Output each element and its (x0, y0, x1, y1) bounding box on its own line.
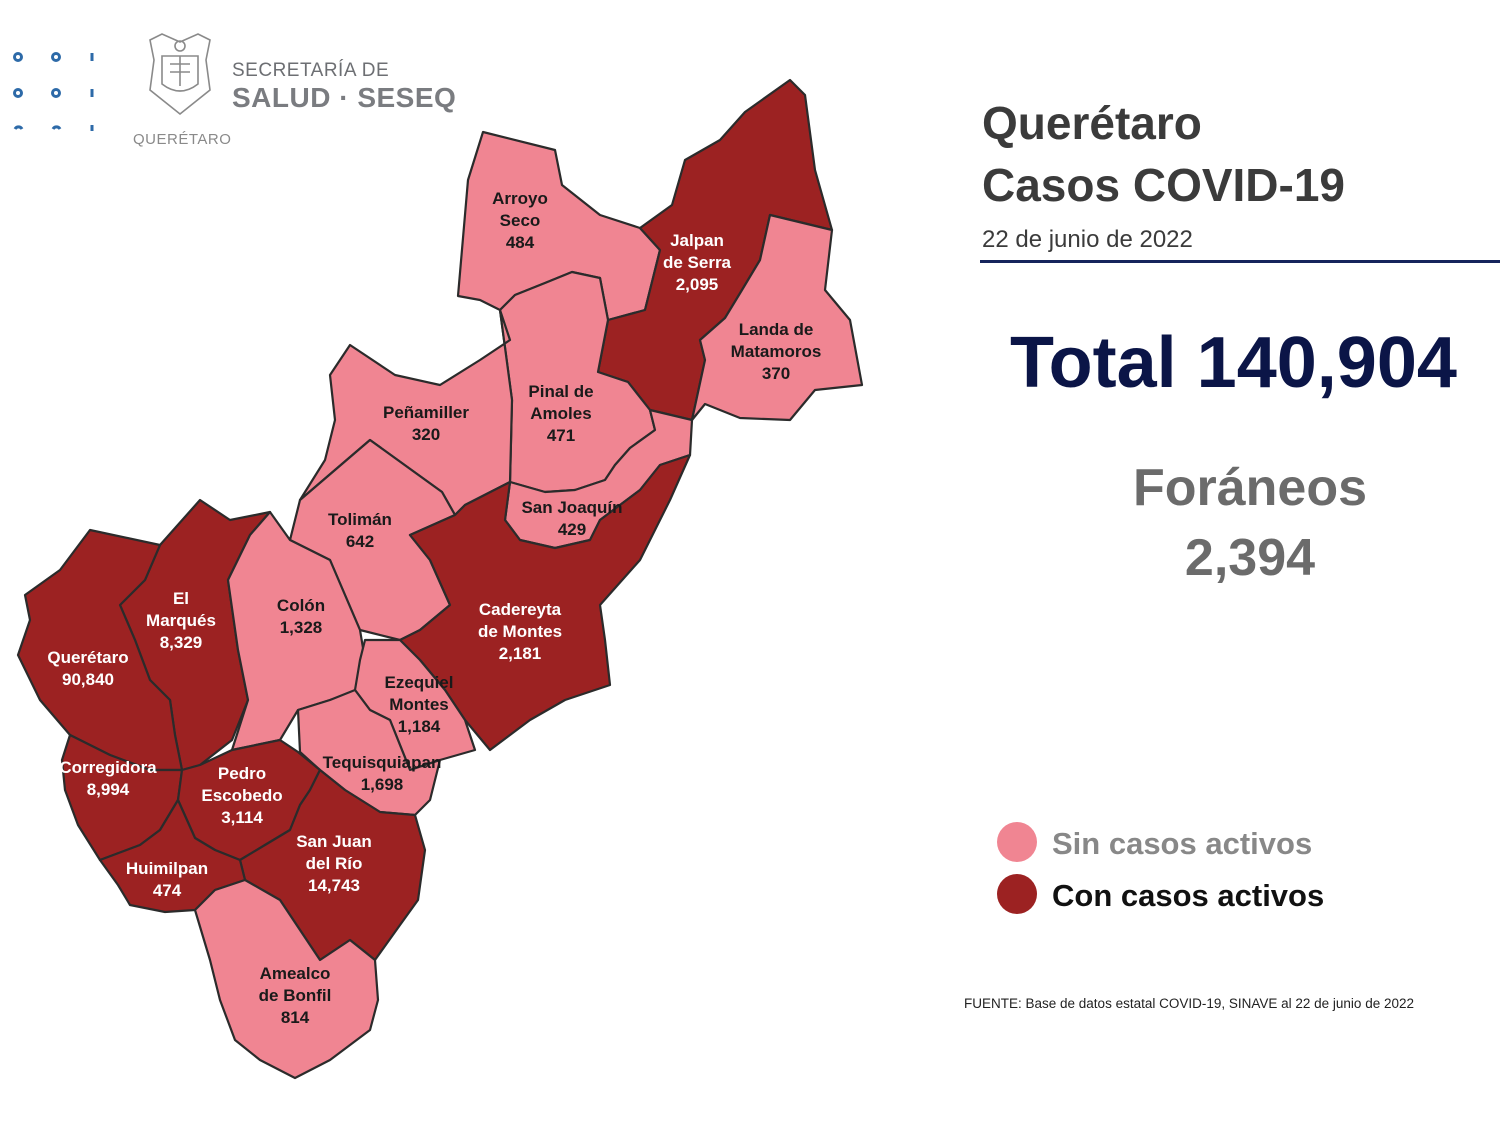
region-huimilpan (98, 798, 247, 914)
total-cases: Total 140,904 (1010, 323, 1457, 403)
label-penamiller: Peñamiller 320 (383, 403, 469, 444)
label-tequisquiapan-line: Tequisquiapan (323, 753, 442, 772)
foraneos-label: Foráneos (1132, 459, 1368, 517)
label-jalpan: Jalpan de Serra 2,095 (663, 231, 732, 294)
label-pinal-line: 471 (547, 426, 575, 445)
label-corregidora-line: Corregidora (59, 758, 157, 777)
label-jalpan-line: 2,095 (676, 275, 719, 294)
foraneos-value: 2,394 (1184, 529, 1316, 587)
label-jalpan-line: Jalpan (670, 231, 724, 250)
label-pedro-escobedo-line: 3,114 (221, 808, 263, 827)
org-name-line1: SECRETARÍA DE (232, 60, 390, 81)
title-line1: Querétaro (982, 97, 1202, 149)
legend-active-label: Con casos activos (1052, 878, 1325, 913)
label-queretaro: Querétaro 90,840 (47, 648, 128, 689)
label-cadereyta: Cadereyta de Montes 2,181 (478, 600, 562, 663)
label-cadereyta-line: 2,181 (499, 644, 542, 663)
page-title: Querétaro Casos COVID-19 (982, 92, 1345, 216)
label-huimilpan: Huimilpan 474 (126, 859, 208, 900)
label-cadereyta-line: Cadereyta (479, 600, 562, 619)
label-pinal-line: Amoles (530, 404, 591, 423)
label-san-juan-line: San Juan (296, 832, 372, 851)
label-arroyo-seco: Arroyo Seco 484 (492, 189, 548, 252)
label-san-joaquin-line: San Joaquín (521, 498, 622, 517)
label-el-marques-line: Marqués (146, 611, 216, 630)
label-penamiller-line: Peñamiller (383, 403, 469, 422)
state-name-label: QUERÉTARO (133, 131, 232, 148)
report-date: 22 de junio de 2022 (982, 226, 1193, 253)
label-amealco-line: Amealco (260, 964, 331, 983)
label-pinal-line: Pinal de (528, 382, 593, 401)
logo-dots-icon (13, 52, 94, 131)
label-el-marques-line: El (173, 589, 189, 608)
label-san-juan-line: 14,743 (308, 876, 360, 895)
label-pedro-escobedo-line: Escobedo (201, 786, 282, 805)
label-pinal: Pinal de Amoles 471 (528, 382, 593, 445)
label-landa-line: Matamoros (731, 342, 822, 361)
region-amealco (193, 878, 380, 1080)
label-colon-line: 1,328 (280, 618, 323, 637)
label-el-marques: El Marqués 8,329 (146, 589, 216, 652)
label-landa-line: Landa de (739, 320, 814, 339)
label-ezequiel-line: Montes (389, 695, 449, 714)
label-toliman: Tolimán 642 (328, 510, 392, 551)
label-ezequiel-line: Ezequiel (385, 673, 454, 692)
legend-inactive-label: Sin casos activos (1052, 826, 1313, 861)
state-crest-icon (149, 33, 211, 116)
region-landa (690, 213, 864, 422)
label-huimilpan-line: 474 (153, 881, 182, 900)
org-name-line2: SALUD · SESEQ (232, 82, 457, 113)
label-toliman-line: Tolimán (328, 510, 392, 529)
label-arroyo-seco-line: Seco (500, 211, 541, 230)
label-corregidora-line: 8,994 (87, 780, 130, 799)
label-amealco: Amealco de Bonfil 814 (259, 964, 332, 1027)
label-tequisquiapan-line: 1,698 (361, 775, 404, 794)
legend-inactive-swatch (997, 822, 1037, 862)
label-pedro-escobedo: Pedro Escobedo 3,114 (201, 764, 282, 827)
label-landa-line: 370 (762, 364, 790, 383)
label-san-joaquin: San Joaquín 429 (521, 498, 622, 539)
label-amealco-line: de Bonfil (259, 986, 332, 1005)
label-cadereyta-line: de Montes (478, 622, 562, 641)
title-divider (980, 260, 1500, 263)
label-ezequiel-line: 1,184 (398, 717, 441, 736)
label-corregidora: Corregidora 8,994 (59, 758, 157, 799)
label-tequisquiapan: Tequisquiapan 1,698 (323, 753, 442, 794)
label-san-juan: San Juan del Río 14,743 (296, 832, 372, 895)
label-colon: Colón 1,328 (277, 596, 325, 637)
label-jalpan-line: de Serra (663, 253, 732, 272)
region-cadereyta (398, 453, 692, 752)
title-line2: Casos COVID-19 (982, 159, 1346, 211)
label-arroyo-seco-line: 484 (506, 233, 535, 252)
label-penamiller-line: 320 (412, 425, 440, 444)
label-ezequiel: Ezequiel Montes 1,184 (385, 673, 454, 736)
label-san-joaquin-line: 429 (558, 520, 586, 539)
label-queretaro-line: Querétaro (47, 648, 128, 667)
label-san-juan-line: del Río (306, 854, 363, 873)
legend-active-swatch (997, 874, 1037, 914)
source-note: FUENTE: Base de datos estatal COVID-19, … (964, 996, 1414, 1011)
label-toliman-line: 642 (346, 532, 374, 551)
label-arroyo-seco-line: Arroyo (492, 189, 548, 208)
label-el-marques-line: 8,329 (160, 633, 203, 652)
municipality-map: Arroyo Seco 484 Jalpan de Serra 2,095 Landa de… (16, 78, 864, 1080)
label-huimilpan-line: Huimilpan (126, 859, 208, 878)
label-pedro-escobedo-line: Pedro (218, 764, 266, 783)
label-queretaro-line: 90,840 (62, 670, 114, 689)
label-colon-line: Colón (277, 596, 325, 615)
label-landa: Landa de Matamoros 370 (731, 320, 822, 383)
label-amealco-line: 814 (281, 1008, 310, 1027)
